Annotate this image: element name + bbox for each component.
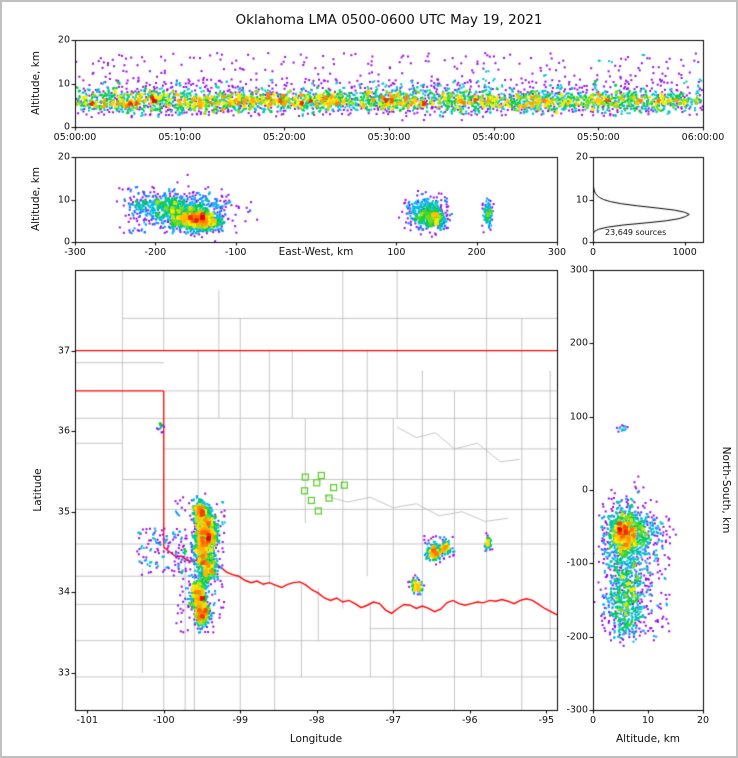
tick-label: -96 <box>462 715 478 726</box>
tick-label: 1000 <box>672 247 697 258</box>
tick-label: 37 <box>57 345 70 357</box>
tick-label: 05:00:00 <box>53 132 97 143</box>
tick-label: 0 <box>63 121 70 133</box>
tick-label: 35 <box>57 506 70 518</box>
map-panel-xlabel: Longitude <box>289 733 343 745</box>
tick-label: 20 <box>57 151 70 163</box>
tick-label: -200 <box>144 247 167 258</box>
tick-label: 10 <box>57 78 70 89</box>
tick-label: -200 <box>566 631 588 643</box>
tick-label: 100 <box>569 411 588 423</box>
tick-label: -99 <box>232 715 249 726</box>
tick-label: 0 <box>589 715 597 726</box>
tick-label: -100 <box>566 557 588 569</box>
tick-label: -95 <box>538 715 555 726</box>
map-panel-ylabel: Latitude <box>32 468 44 512</box>
tick-label: 06:00:00 <box>681 132 725 143</box>
tick-label: 0 <box>581 236 588 248</box>
tick-label: 10 <box>575 194 588 205</box>
tick-label: 05:40:00 <box>472 132 515 143</box>
tick-label: 0 <box>581 484 588 496</box>
tick-label: 10 <box>641 715 655 726</box>
tick-label: 33 <box>57 667 70 679</box>
tick-label: -98 <box>308 715 325 726</box>
tick-label: -300 <box>566 704 588 716</box>
tick-label: 200 <box>467 247 486 258</box>
tick-label: 300 <box>569 264 588 276</box>
tick-label: 200 <box>569 337 588 349</box>
tick-label: -300 <box>64 247 86 258</box>
tick-label: 20 <box>575 151 588 163</box>
ns-panel-xlabel: Altitude, km <box>615 733 681 745</box>
tick-label: 0 <box>589 247 597 258</box>
tick-label: 20 <box>696 715 710 726</box>
tick-label: -97 <box>385 715 402 726</box>
ns-panel-ylabel: North-South, km <box>720 446 732 534</box>
tick-label: -100 <box>152 715 175 726</box>
tick-label: 05:20:00 <box>262 132 306 143</box>
ew-panel-ylabel: Altitude, km <box>30 166 42 232</box>
tick-label: -101 <box>76 715 99 726</box>
tick-label: 36 <box>57 425 70 437</box>
tick-label: -100 <box>224 247 247 258</box>
ew-panel-xlabel: East-West, km <box>278 246 354 258</box>
tick-label: 10 <box>57 194 70 205</box>
tick-label: 05:50:00 <box>576 132 620 143</box>
tick-label: 300 <box>547 247 567 258</box>
tick-label: 05:30:00 <box>367 132 411 143</box>
tick-label: 34 <box>57 586 70 598</box>
figure-title: Oklahoma LMA 0500-0600 UTC May 19, 2021 <box>235 12 543 28</box>
tick-label: 100 <box>387 247 406 258</box>
time-panel-ylabel: Altitude, km <box>30 50 42 116</box>
tick-label: 20 <box>57 34 70 46</box>
sources-count-annotation: 23,649 sources <box>605 228 667 237</box>
tick-label: 0 <box>63 236 70 248</box>
tick-label: 05:10:00 <box>158 132 201 143</box>
